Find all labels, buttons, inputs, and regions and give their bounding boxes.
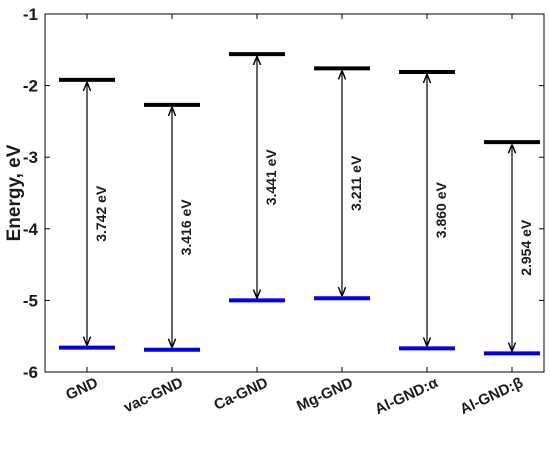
- gap-label: 3.416 eV: [178, 199, 194, 256]
- x-tick-label: Al-GND:α: [372, 374, 441, 418]
- x-tick-label: Al-GND:β: [457, 374, 525, 418]
- y-tick-label: -3: [23, 148, 38, 167]
- y-tick-label: -5: [23, 291, 38, 310]
- y-tick-label: -6: [23, 363, 38, 382]
- gap-label: 3.441 eV: [263, 149, 279, 206]
- gap-label: 2.954 eV: [518, 219, 534, 276]
- y-tick-label: -4: [23, 220, 39, 239]
- gap-label: 3.742 eV: [93, 185, 109, 242]
- x-tick-label: Ca-GND: [211, 374, 270, 414]
- y-axis-label: Energy, eV: [4, 144, 25, 241]
- x-tick-label: vac-GND: [121, 374, 186, 416]
- gap-label: 3.211 eV: [348, 155, 364, 211]
- x-tick-label: Mg-GND: [294, 374, 356, 415]
- plot-area: [45, 14, 544, 372]
- y-tick-label: -1: [23, 5, 38, 24]
- x-tick-label: GND: [63, 374, 101, 404]
- gap-label: 3.860 eV: [433, 182, 449, 239]
- y-tick-label: -2: [23, 77, 38, 96]
- plot-frame: [44, 13, 545, 373]
